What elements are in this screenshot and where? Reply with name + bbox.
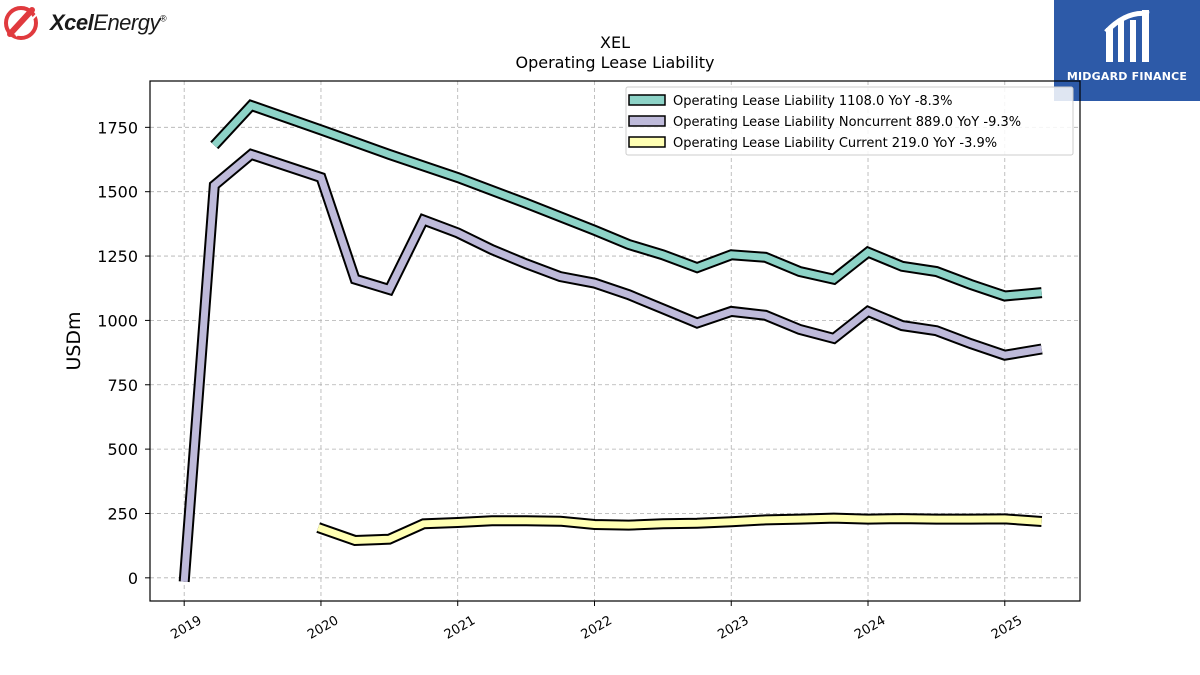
y-axis-label: USDm <box>63 311 85 370</box>
chart-subtitle: Operating Lease Liability <box>515 53 714 72</box>
x-tick-label: 2023 <box>715 613 751 643</box>
x-axis-ticks: 2019 2020 2021 2022 2023 2024 2025 <box>168 601 1025 643</box>
y-tick-label: 750 <box>107 376 138 395</box>
y-axis-ticks: 0 250 500 750 1000 1250 1500 1750 <box>97 118 150 588</box>
series-line <box>178 148 1043 583</box>
legend-swatch <box>628 136 666 148</box>
midgard-finance-name: MIDGARD FINANCE <box>1066 70 1188 83</box>
logo-bold-text: Xcel <box>50 10 94 35</box>
x-tick-label: 2024 <box>852 613 888 643</box>
legend-entry: Operating Lease Liability 1108.0 YoY -8.… <box>673 94 952 109</box>
x-tick-label: 2020 <box>305 613 341 643</box>
midgard-finance-logo: MIDGARD FINANCE <box>1054 0 1200 101</box>
y-tick-label: 0 <box>128 569 138 588</box>
legend-entry: Operating Lease Liability Noncurrent 889… <box>673 115 1021 130</box>
x-tick-label: 2019 <box>168 613 204 643</box>
legend-box <box>625 86 1074 156</box>
x-tick-label: 2021 <box>442 613 478 643</box>
y-tick-label: 1250 <box>97 247 138 266</box>
y-tick-label: 1750 <box>97 118 138 137</box>
grid-lines <box>150 81 1080 601</box>
legend: Operating Lease Liability 1108.0 YoY -8.… <box>625 86 1074 156</box>
legend-entry: Operating Lease Liability Current 219.0 … <box>673 136 997 151</box>
plot-frame <box>149 80 1081 602</box>
series-layer <box>178 99 1043 583</box>
x-tick-label: 2025 <box>989 613 1025 643</box>
xcel-energy-swoosh-icon <box>4 6 38 40</box>
logo-registered-mark: ® <box>159 13 167 24</box>
chart-title: XEL <box>600 33 630 52</box>
legend-swatch <box>628 115 666 127</box>
series-line-fill <box>317 514 1042 545</box>
legend-swatch <box>628 94 666 106</box>
y-tick-label: 1000 <box>97 311 138 330</box>
x-tick-label: 2022 <box>579 613 615 643</box>
series-line <box>316 512 1043 547</box>
y-tick-label: 500 <box>107 440 138 459</box>
series-line <box>210 99 1043 302</box>
midgard-finance-emblem-icon <box>1104 10 1150 62</box>
series-line-fill <box>211 101 1043 300</box>
y-tick-label: 250 <box>107 504 138 523</box>
logo-regular-text: Energy <box>93 10 160 35</box>
xcel-energy-logo: XcelEnergy® <box>4 4 167 42</box>
series-line-fill <box>180 150 1043 582</box>
xcel-energy-wordmark: XcelEnergy® <box>50 10 167 36</box>
y-tick-label: 1500 <box>97 183 138 202</box>
